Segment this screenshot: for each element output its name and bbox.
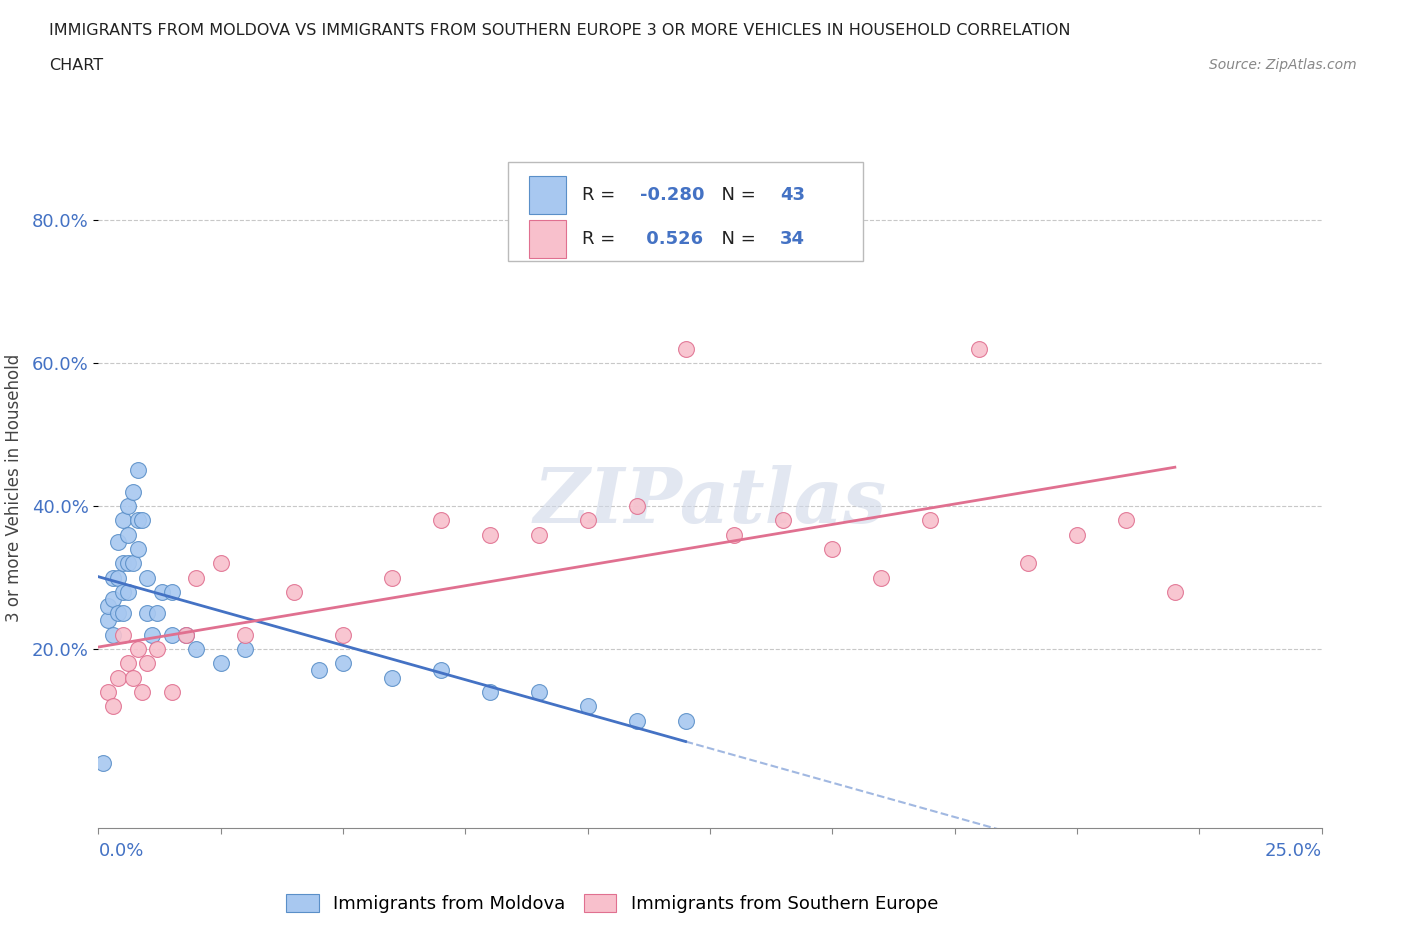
Point <box>176 628 198 643</box>
Legend: Immigrants from Moldova, Immigrants from Southern Europe: Immigrants from Moldova, Immigrants from… <box>280 886 945 921</box>
Point <box>527 527 550 542</box>
Point <box>111 513 134 528</box>
Text: 34: 34 <box>780 230 804 248</box>
Point <box>283 584 305 599</box>
Point <box>209 556 232 571</box>
Point <box>117 556 139 571</box>
Text: Source: ZipAtlas.com: Source: ZipAtlas.com <box>1209 58 1357 72</box>
Point <box>430 513 453 528</box>
Point <box>111 628 134 643</box>
Text: ZIPatlas: ZIPatlas <box>533 465 887 538</box>
Point <box>146 605 169 620</box>
Point <box>332 628 354 643</box>
Point <box>967 341 990 356</box>
Point <box>131 513 153 528</box>
Point <box>111 556 134 571</box>
Y-axis label: 3 or more Vehicles in Household: 3 or more Vehicles in Household <box>6 354 24 622</box>
Point <box>101 570 124 585</box>
Point <box>136 570 159 585</box>
Point <box>111 605 134 620</box>
Point <box>131 684 153 699</box>
Point <box>91 756 114 771</box>
Point <box>97 613 120 628</box>
Point <box>136 605 159 620</box>
Point <box>675 713 697 728</box>
Point <box>527 684 550 699</box>
Text: N =: N = <box>710 186 762 204</box>
Point <box>233 628 256 643</box>
Point <box>576 698 599 713</box>
Text: 0.526: 0.526 <box>640 230 703 248</box>
Point <box>101 628 124 643</box>
Point <box>146 642 169 657</box>
Point <box>97 684 120 699</box>
Point <box>117 656 139 671</box>
Point <box>209 656 232 671</box>
Point <box>1066 527 1088 542</box>
Bar <box>529 177 565 214</box>
FancyBboxPatch shape <box>508 163 863 260</box>
Text: 25.0%: 25.0% <box>1264 842 1322 859</box>
Point <box>121 556 143 571</box>
Point <box>1017 556 1039 571</box>
Text: N =: N = <box>710 230 762 248</box>
Point <box>723 527 745 542</box>
Point <box>186 570 208 585</box>
Point <box>107 671 129 685</box>
Point <box>160 584 183 599</box>
Point <box>430 663 453 678</box>
Point <box>117 527 139 542</box>
Point <box>160 684 183 699</box>
Point <box>127 541 149 556</box>
Point <box>821 541 844 556</box>
Point <box>870 570 893 585</box>
Point <box>117 584 139 599</box>
Bar <box>529 220 565 258</box>
Point <box>97 599 120 614</box>
Point <box>141 628 163 643</box>
Point <box>101 591 124 606</box>
Point <box>176 628 198 643</box>
Point <box>920 513 942 528</box>
Text: 0.0%: 0.0% <box>98 842 143 859</box>
Point <box>121 485 143 499</box>
Point <box>626 498 648 513</box>
Point <box>478 527 501 542</box>
Point <box>308 663 330 678</box>
Point <box>127 642 149 657</box>
Text: R =: R = <box>582 230 620 248</box>
Point <box>107 570 129 585</box>
Text: 43: 43 <box>780 186 804 204</box>
Text: R =: R = <box>582 186 620 204</box>
Point <box>127 513 149 528</box>
Point <box>381 671 404 685</box>
Point <box>381 570 404 585</box>
Point <box>478 684 501 699</box>
Point <box>107 535 129 550</box>
Point <box>626 713 648 728</box>
Point <box>111 584 134 599</box>
Text: -0.280: -0.280 <box>640 186 704 204</box>
Point <box>101 698 124 713</box>
Point <box>1164 584 1187 599</box>
Point <box>576 513 599 528</box>
Point <box>1115 513 1137 528</box>
Point <box>136 656 159 671</box>
Point <box>160 628 183 643</box>
Point <box>332 656 354 671</box>
Point <box>107 605 129 620</box>
Point <box>233 642 256 657</box>
Point <box>675 341 697 356</box>
Point <box>772 513 794 528</box>
Text: CHART: CHART <box>49 58 103 73</box>
Point <box>127 463 149 478</box>
Point <box>117 498 139 513</box>
Point <box>121 671 143 685</box>
Text: IMMIGRANTS FROM MOLDOVA VS IMMIGRANTS FROM SOUTHERN EUROPE 3 OR MORE VEHICLES IN: IMMIGRANTS FROM MOLDOVA VS IMMIGRANTS FR… <box>49 23 1071 38</box>
Point <box>150 584 173 599</box>
Point <box>186 642 208 657</box>
